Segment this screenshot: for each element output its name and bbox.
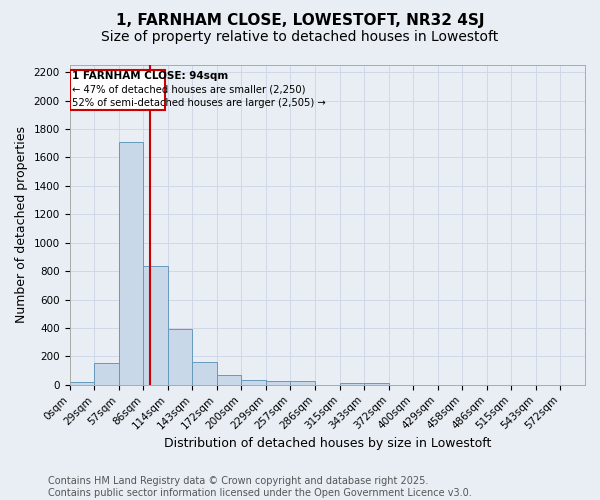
Text: Size of property relative to detached houses in Lowestoft: Size of property relative to detached ho… [101, 30, 499, 44]
Bar [364, 384, 389, 385]
Text: 52% of semi-detached houses are larger (2,505) →: 52% of semi-detached houses are larger (… [72, 98, 326, 108]
Bar [70, 382, 94, 385]
Bar [340, 382, 364, 385]
Text: 1, FARNHAM CLOSE, LOWESTOFT, NR32 4SJ: 1, FARNHAM CLOSE, LOWESTOFT, NR32 4SJ [116, 12, 484, 28]
Bar [266, 380, 290, 385]
Text: Contains HM Land Registry data © Crown copyright and database right 2025.
Contai: Contains HM Land Registry data © Crown c… [48, 476, 472, 498]
Text: 1 FARNHAM CLOSE: 94sqm: 1 FARNHAM CLOSE: 94sqm [72, 72, 229, 82]
Text: ← 47% of detached houses are smaller (2,250): ← 47% of detached houses are smaller (2,… [72, 85, 305, 95]
Bar [217, 375, 241, 385]
Bar [241, 380, 266, 385]
Bar [192, 362, 217, 385]
X-axis label: Distribution of detached houses by size in Lowestoft: Distribution of detached houses by size … [164, 437, 491, 450]
Bar [119, 142, 143, 385]
FancyBboxPatch shape [70, 70, 166, 110]
Bar [94, 363, 119, 385]
Bar [168, 328, 192, 385]
Bar [290, 382, 315, 385]
Bar [143, 266, 168, 385]
Y-axis label: Number of detached properties: Number of detached properties [15, 126, 28, 324]
